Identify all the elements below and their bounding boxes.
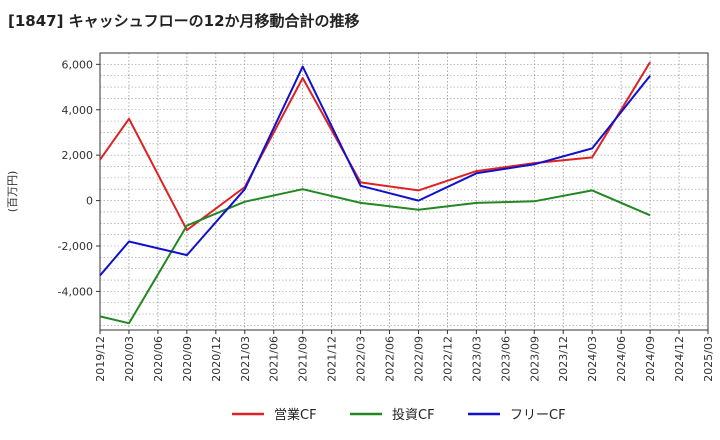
x-tick-label: 2019/12 bbox=[94, 336, 107, 382]
x-tick-label: 2024/09 bbox=[644, 336, 657, 382]
plot-frame bbox=[99, 52, 709, 331]
x-tick-label: 2020/12 bbox=[210, 336, 223, 382]
x-tick-label: 2024/12 bbox=[673, 336, 686, 382]
x-tick-label: 2022/12 bbox=[441, 336, 454, 382]
y-tick-label: 6,000 bbox=[62, 58, 94, 71]
x-tick-label: 2025/03 bbox=[702, 336, 715, 382]
x-tick-label: 2022/09 bbox=[412, 336, 425, 382]
y-tick-label: 0 bbox=[86, 195, 93, 208]
x-tick-label: 2023/09 bbox=[528, 336, 541, 382]
x-tick-label: 2020/09 bbox=[181, 336, 194, 382]
x-tick-label: 2021/03 bbox=[239, 336, 252, 382]
y-tick-label: 2,000 bbox=[62, 149, 94, 162]
legend-label-0: 営業CF bbox=[274, 407, 317, 423]
x-tick-label: 2022/03 bbox=[355, 336, 368, 382]
x-tick-label: 2023/06 bbox=[499, 336, 512, 382]
legend-label-2: フリーCF bbox=[510, 408, 566, 423]
y-tick-label: -2,000 bbox=[58, 240, 93, 253]
y-tick-label: 4,000 bbox=[62, 104, 94, 117]
plot-area bbox=[100, 53, 708, 330]
y-tick-label: -4,000 bbox=[58, 285, 93, 298]
x-tick-label: 2023/12 bbox=[557, 336, 570, 382]
y-axis-label: (百万円) bbox=[6, 171, 19, 213]
x-tick-label: 2023/03 bbox=[470, 336, 483, 382]
x-tick-label: 2022/06 bbox=[384, 336, 397, 382]
x-tick-label: 2024/03 bbox=[586, 336, 599, 382]
x-tick-label: 2021/12 bbox=[326, 336, 339, 382]
chart-title: [1847] キャッシュフローの12か月移動合計の推移 bbox=[8, 12, 360, 30]
x-tick-label: 2020/03 bbox=[123, 336, 136, 382]
x-tick-label: 2024/06 bbox=[615, 336, 628, 382]
legend-label-1: 投資CF bbox=[392, 407, 435, 423]
x-tick-label: 2021/06 bbox=[268, 336, 281, 382]
x-tick-label: 2020/06 bbox=[152, 336, 165, 382]
x-tick-label: 2021/09 bbox=[297, 336, 310, 382]
